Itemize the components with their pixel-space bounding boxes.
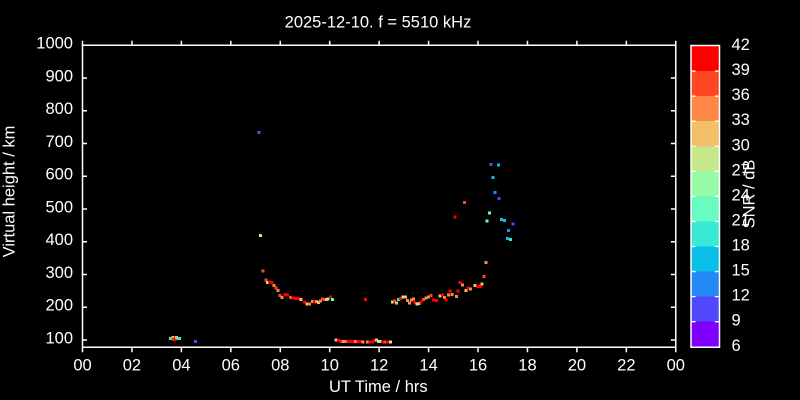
svg-text:500: 500 bbox=[45, 198, 73, 216]
svg-text:600: 600 bbox=[45, 166, 73, 184]
svg-text:06: 06 bbox=[222, 356, 240, 374]
svg-text:SNR / dB: SNR / dB bbox=[741, 160, 759, 229]
svg-text:2025-12-10. f = 5510 kHz: 2025-12-10. f = 5510 kHz bbox=[285, 14, 472, 32]
svg-text:18: 18 bbox=[732, 237, 750, 255]
svg-text:12: 12 bbox=[370, 356, 388, 374]
svg-text:20: 20 bbox=[568, 356, 586, 374]
svg-text:27: 27 bbox=[732, 161, 750, 179]
svg-text:100: 100 bbox=[45, 329, 73, 347]
svg-text:02: 02 bbox=[123, 356, 141, 374]
svg-text:1000: 1000 bbox=[36, 35, 73, 53]
svg-text:400: 400 bbox=[45, 231, 73, 249]
svg-text:42: 42 bbox=[732, 36, 750, 54]
svg-text:24: 24 bbox=[732, 186, 750, 204]
svg-text:6: 6 bbox=[732, 337, 741, 355]
svg-text:18: 18 bbox=[518, 356, 536, 374]
svg-text:10: 10 bbox=[321, 356, 339, 374]
svg-text:16: 16 bbox=[469, 356, 487, 374]
svg-text:04: 04 bbox=[172, 356, 190, 374]
svg-text:900: 900 bbox=[45, 67, 73, 85]
svg-text:15: 15 bbox=[732, 262, 750, 280]
svg-text:22: 22 bbox=[617, 356, 635, 374]
svg-text:36: 36 bbox=[732, 86, 750, 104]
svg-text:14: 14 bbox=[419, 356, 437, 374]
svg-text:30: 30 bbox=[732, 136, 750, 154]
svg-text:Virtual height / km: Virtual height / km bbox=[1, 126, 19, 258]
svg-text:21: 21 bbox=[732, 211, 750, 229]
svg-text:300: 300 bbox=[45, 264, 73, 282]
svg-text:00: 00 bbox=[667, 356, 685, 374]
svg-text:9: 9 bbox=[732, 312, 741, 330]
svg-text:08: 08 bbox=[271, 356, 289, 374]
svg-text:33: 33 bbox=[732, 111, 750, 129]
svg-text:800: 800 bbox=[45, 100, 73, 118]
svg-text:39: 39 bbox=[732, 61, 750, 79]
svg-text:00: 00 bbox=[73, 356, 91, 374]
svg-text:12: 12 bbox=[732, 287, 750, 305]
svg-text:UT Time / hrs: UT Time / hrs bbox=[329, 378, 428, 396]
svg-text:700: 700 bbox=[45, 133, 73, 151]
svg-text:200: 200 bbox=[45, 297, 73, 315]
